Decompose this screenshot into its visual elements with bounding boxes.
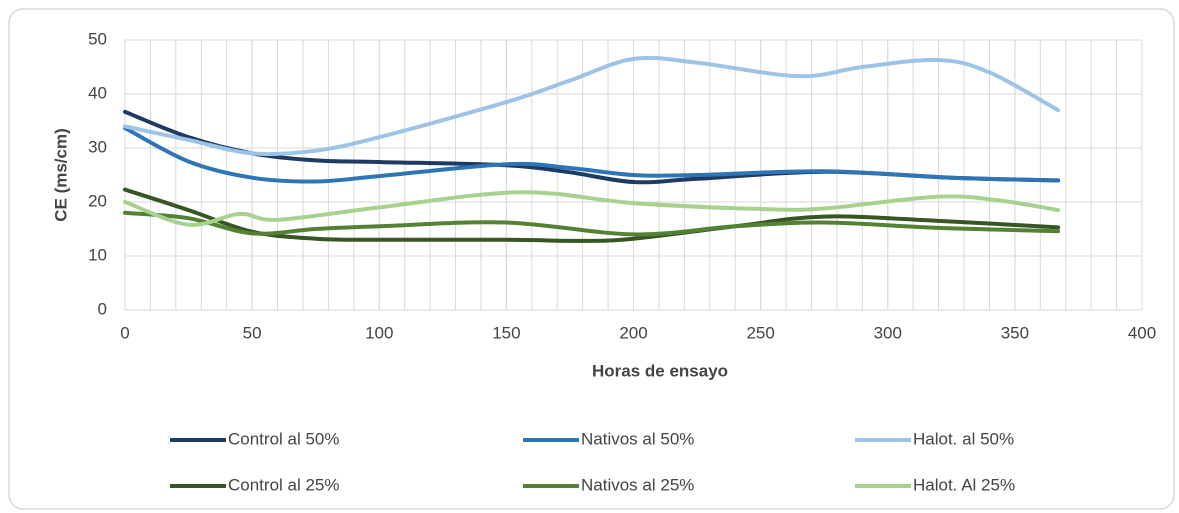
- x-tick-label: 0: [120, 323, 129, 342]
- y-tick-label: 20: [88, 191, 107, 210]
- y-axis-title: CE (ms/cm): [51, 128, 70, 222]
- series-line: [123, 126, 1061, 184]
- legend-label: Control al 25%: [228, 475, 340, 494]
- series-line: [123, 55, 1061, 157]
- x-axis-title: Horas de ensayo: [592, 361, 728, 380]
- legend-label: Halot. al 50%: [913, 429, 1014, 448]
- y-tick-label: 40: [88, 83, 107, 102]
- x-tick-label: 200: [619, 323, 647, 342]
- legend-label: Nativos al 50%: [581, 429, 694, 448]
- series-line: [123, 190, 1061, 227]
- legend-label: Nativos al 25%: [581, 475, 694, 494]
- legend-label: Halot. Al 25%: [913, 475, 1015, 494]
- x-tick-label: 50: [243, 323, 262, 342]
- x-tick-label: 100: [365, 323, 393, 342]
- y-tick-label: 50: [88, 29, 107, 48]
- y-tick-label: 10: [88, 245, 107, 264]
- y-tick-label: 30: [88, 137, 107, 156]
- x-tick-label: 250: [746, 323, 774, 342]
- legend-label: Control al 50%: [228, 429, 340, 448]
- x-tick-label: 300: [874, 323, 902, 342]
- y-tick-label: 0: [98, 299, 107, 318]
- series-line: [123, 210, 1061, 237]
- x-tick-label: 350: [1001, 323, 1029, 342]
- x-tick-label: 400: [1128, 323, 1156, 342]
- chart-frame: [8, 8, 1175, 510]
- x-tick-label: 150: [492, 323, 520, 342]
